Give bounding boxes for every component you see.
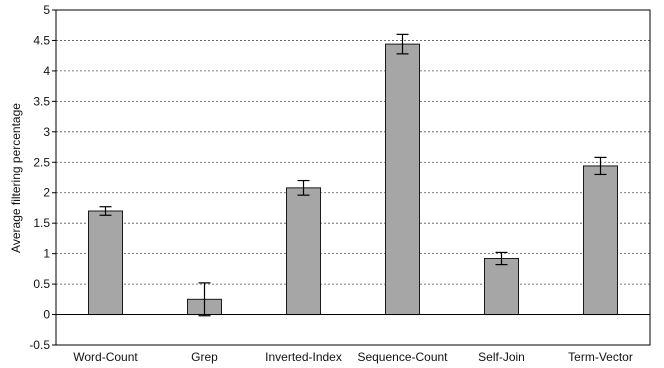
x-category-label: Self-Join [478, 350, 525, 364]
y-tick-label: 4 [43, 64, 50, 78]
axes [52, 9, 651, 346]
labels: -0.5 0 0.5 1 1.5 2 2.5 3 3.5 4 4.5 5 Word-Count Grep I… [29, 3, 633, 364]
gridlines [56, 40, 650, 285]
x-category-label: Word-Count [73, 350, 138, 364]
y-tick-label: 3.5 [33, 94, 50, 108]
y-tick-label: 3 [43, 125, 50, 139]
bars [88, 43, 618, 316]
y-tick-label: 2.5 [33, 155, 50, 169]
x-category-label: Term-Vector [568, 350, 633, 364]
y-tick-label: 5 [43, 3, 50, 17]
y-tick-label: -0.5 [29, 338, 50, 352]
bar [286, 187, 321, 316]
bar [583, 165, 618, 316]
x-category-label: Sequence-Count [357, 350, 448, 364]
y-tick-label: 1.5 [33, 216, 50, 230]
error-bars [99, 33, 607, 317]
y-tick-label: 4.5 [33, 33, 50, 47]
bar [385, 43, 420, 316]
y-tick-label: 2 [43, 186, 50, 200]
y-tick-label: 0.5 [33, 277, 50, 291]
y-tick-label: 0 [43, 308, 50, 322]
x-category-label: Inverted-Index [265, 350, 342, 364]
x-category-label: Grep [191, 350, 218, 364]
bar [88, 210, 123, 316]
y-axis-title: Average filtering percentage [9, 103, 23, 253]
plot-frame [55, 9, 651, 346]
y-tick-label: 1 [43, 247, 50, 261]
bar [484, 258, 519, 316]
